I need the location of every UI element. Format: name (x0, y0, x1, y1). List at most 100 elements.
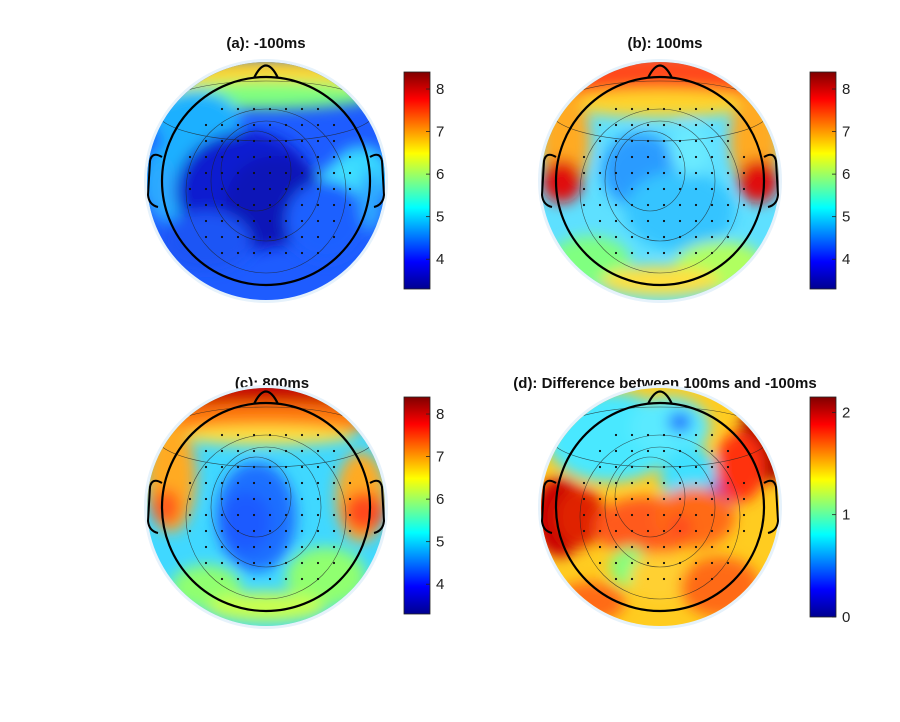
electrode-dot (220, 219, 224, 223)
electrode-dot (236, 561, 240, 565)
electrode-dot (630, 577, 634, 581)
heat-blob (161, 211, 251, 271)
electrode-dot (630, 203, 634, 207)
electrode-dot (300, 203, 304, 207)
electrode-dot (662, 497, 666, 501)
electrode-dot (220, 203, 224, 207)
contour-line (210, 446, 322, 568)
electrode-dot (582, 481, 586, 485)
electrode-dot (598, 139, 602, 143)
electrode-dot (710, 465, 714, 469)
electrode-dot (726, 529, 730, 533)
colorbar-tick-label: 5 (436, 534, 444, 551)
electrode-dot (316, 577, 320, 581)
electrode-dot (332, 235, 336, 239)
electrode-dot (598, 171, 602, 175)
electrode-dot (726, 513, 730, 517)
electrode-dot (678, 139, 682, 143)
electrode-dot (252, 481, 256, 485)
topoplot-panel: (b): 100ms 4 5 6 7 8 (538, 35, 850, 303)
electrode-dot (332, 545, 336, 549)
electrode-dot (662, 433, 666, 437)
colorbar-tick-label: 1 (842, 507, 850, 524)
colorbar-tick-label: 5 (842, 209, 850, 226)
electrode-dot (710, 497, 714, 501)
electrode-dot (598, 497, 602, 501)
electrode-dot (332, 497, 336, 501)
electrode-dot (726, 235, 730, 239)
electrode-dot (710, 139, 714, 143)
electrode-dot (646, 529, 650, 533)
electrode-dot (662, 107, 666, 111)
electrode-dot (662, 139, 666, 143)
electrode-dot (742, 155, 746, 159)
contour-line (185, 434, 347, 600)
heat-field (541, 62, 779, 300)
heat-blob (555, 582, 625, 622)
electrode-dot (598, 123, 602, 127)
electrode-dot (598, 187, 602, 191)
electrode-dot (630, 219, 634, 223)
electrode-dot (316, 497, 320, 501)
electrode-dot (284, 251, 288, 255)
colorbar-tick-label: 4 (436, 251, 444, 268)
electrode-dot (220, 481, 224, 485)
colorbar-tick-label: 0 (842, 609, 850, 626)
electrode-dot (252, 107, 256, 111)
electrode-dot (316, 171, 320, 175)
electrode-dot (332, 449, 336, 453)
electrode-dot (300, 449, 304, 453)
left-ear-outline (540, 153, 557, 208)
electrode-dot (726, 481, 730, 485)
electrode-dot (268, 155, 272, 159)
heat-blob (738, 159, 778, 203)
electrode-dot (662, 203, 666, 207)
electrode-dot (284, 187, 288, 191)
electrode-dot (646, 513, 650, 517)
electrode-dot (694, 155, 698, 159)
electrode-dot (694, 203, 698, 207)
electrode-dot (284, 107, 288, 111)
colorbar-tick-label: 6 (842, 166, 850, 183)
electrode-dot (598, 155, 602, 159)
electrode-dot (220, 187, 224, 191)
electrode-dot (726, 545, 730, 549)
electrode-dot (204, 171, 208, 175)
electrode-dot (598, 235, 602, 239)
electrode-dot (598, 465, 602, 469)
nose-outline (647, 390, 673, 405)
electrode-dot (316, 545, 320, 549)
electrode-dot (316, 123, 320, 127)
right-ear-outline (763, 153, 780, 208)
electrode-dot (204, 481, 208, 485)
electrode-dot (694, 449, 698, 453)
electrode-dot (694, 433, 698, 437)
electrode-dot (316, 251, 320, 255)
electrode-dot (188, 155, 192, 159)
electrode-dot (268, 187, 272, 191)
head-outline (160, 401, 372, 613)
electrode-dot (678, 251, 682, 255)
electrode-dot (742, 203, 746, 207)
electrode-dot (236, 465, 240, 469)
electrode-dot (252, 219, 256, 223)
electrode-dot (694, 465, 698, 469)
heat-blob (542, 159, 582, 203)
topoplot-panel: (d): Difference between 100ms and -100ms… (513, 375, 850, 629)
electrode-dot (220, 433, 224, 437)
electrode-dot (252, 203, 256, 207)
electrode-dot (300, 497, 304, 501)
electrode-dot (614, 251, 618, 255)
electrode-dot (598, 513, 602, 517)
electrode-dot (316, 465, 320, 469)
electrode-dot (300, 529, 304, 533)
electrode-dot (710, 529, 714, 533)
topoplot-panel: (a): -100ms 4 5 6 7 8 (144, 35, 444, 303)
electrode-dot (678, 219, 682, 223)
electrode-dot (236, 577, 240, 581)
electrode-dot (630, 497, 634, 501)
heat-blob (668, 412, 692, 432)
electrode-dot (662, 187, 666, 191)
electrode-dot (678, 107, 682, 111)
electrode-dot (742, 481, 746, 485)
